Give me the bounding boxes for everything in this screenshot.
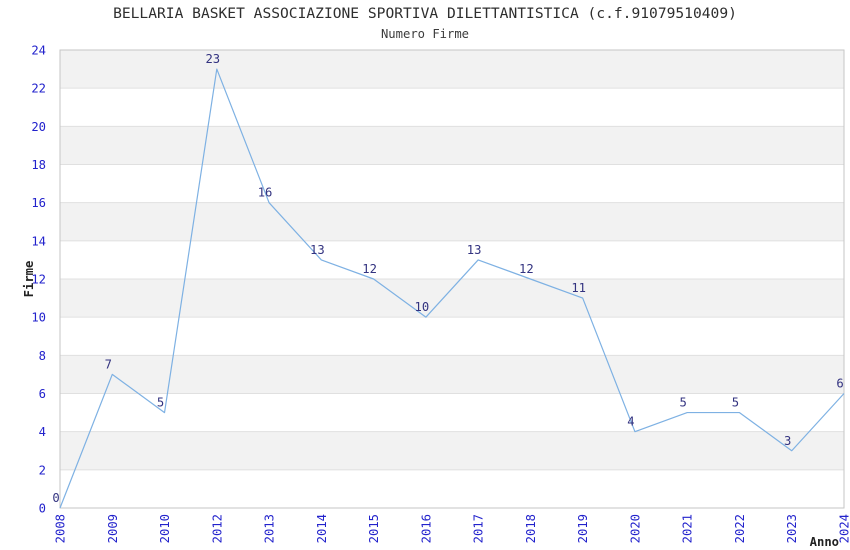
x-tick-label: 2020 <box>628 514 642 543</box>
x-tick-label: 2014 <box>315 514 329 543</box>
data-label: 12 <box>362 262 377 276</box>
y-tick-label: 8 <box>39 349 46 363</box>
data-label: 10 <box>415 300 430 314</box>
x-tick-label: 2010 <box>158 514 172 543</box>
x-tick-label: 2015 <box>367 514 381 543</box>
y-tick-label: 12 <box>31 273 46 287</box>
x-tick-label: 2017 <box>472 514 486 543</box>
x-tick-label: 2009 <box>106 514 120 543</box>
y-axis-title: Firme <box>22 261 36 298</box>
y-tick-label: 24 <box>31 44 46 58</box>
data-label: 7 <box>105 357 112 371</box>
y-tick-label: 14 <box>31 234 46 248</box>
y-tick-label: 16 <box>31 196 46 210</box>
y-tick-label: 22 <box>31 82 46 96</box>
data-label: 13 <box>467 243 482 257</box>
y-tick-label: 4 <box>39 425 46 439</box>
x-tick-label: 2019 <box>576 514 590 543</box>
x-tick-label: 2022 <box>733 514 747 543</box>
background-band <box>60 50 844 89</box>
data-label: 13 <box>310 243 325 257</box>
data-label: 0 <box>52 491 59 505</box>
x-tick-label: 2018 <box>524 514 538 543</box>
x-tick-label: 2016 <box>419 514 433 543</box>
data-label: 12 <box>519 262 534 276</box>
background-band <box>60 202 844 241</box>
background-band <box>60 279 844 318</box>
x-tick-label: 2024 <box>838 514 850 543</box>
data-label: 5 <box>157 396 164 410</box>
data-label: 11 <box>571 281 586 295</box>
chart-title: BELLARIA BASKET ASSOCIAZIONE SPORTIVA DI… <box>113 5 737 22</box>
x-tick-label: 2012 <box>210 514 224 543</box>
y-tick-label: 18 <box>31 158 46 172</box>
data-label: 23 <box>205 52 220 66</box>
data-label: 16 <box>258 186 273 200</box>
x-tick-label: 2021 <box>681 514 695 543</box>
background-band <box>60 355 844 394</box>
plot-border <box>59 49 845 509</box>
data-label: 3 <box>784 434 791 448</box>
data-label: 6 <box>836 377 843 391</box>
y-tick-label: 0 <box>39 502 46 516</box>
y-tick-label: 20 <box>31 120 46 134</box>
x-tick-label: 2008 <box>54 514 68 543</box>
y-tick-label: 6 <box>39 387 46 401</box>
x-axis-title: Anno <box>810 535 839 549</box>
background-band <box>60 431 844 470</box>
data-label: 4 <box>627 415 634 429</box>
y-tick-label: 10 <box>31 311 46 325</box>
data-label: 5 <box>732 396 739 410</box>
line-series <box>59 68 845 509</box>
y-tick-label: 2 <box>39 463 46 477</box>
x-tick-label: 2013 <box>263 514 277 543</box>
x-tick-label: 2023 <box>785 514 799 543</box>
data-label: 5 <box>680 396 687 410</box>
chart-subtitle: Numero Firme <box>380 27 470 41</box>
background-band <box>60 126 844 165</box>
